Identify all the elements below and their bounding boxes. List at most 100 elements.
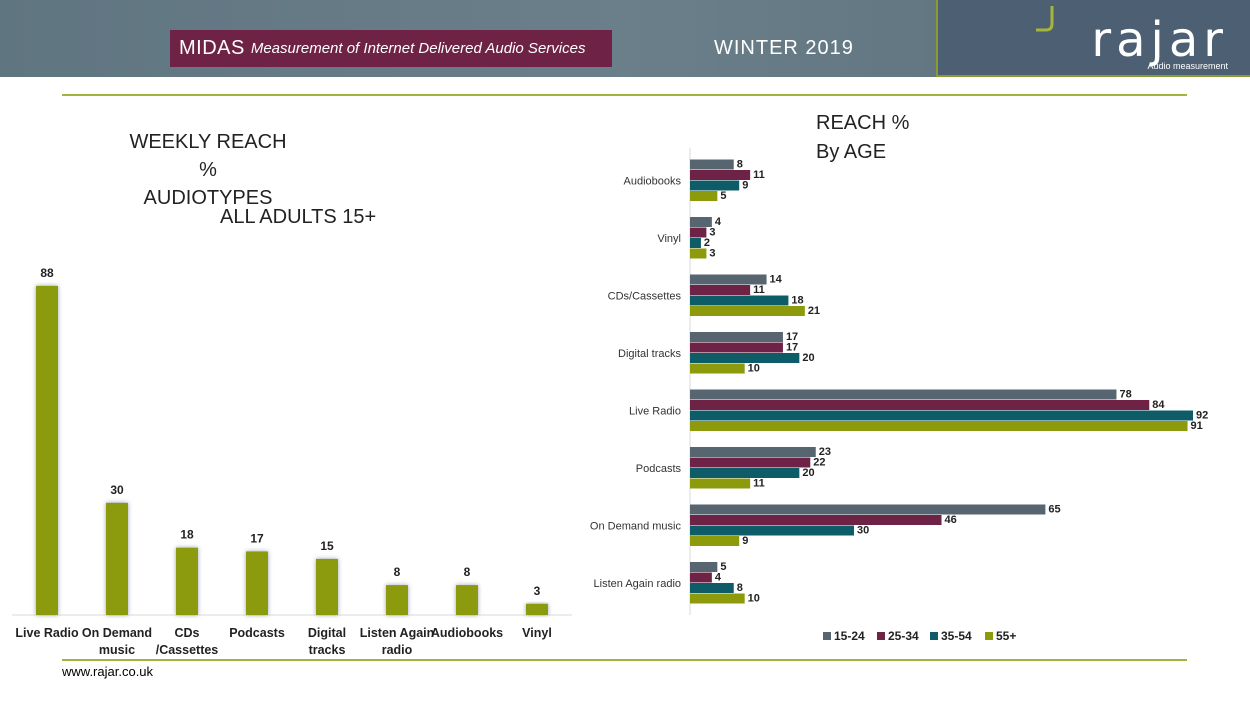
category-label: Live Radio <box>15 626 79 640</box>
age-bar-value: 4 <box>715 572 722 584</box>
bar-value-label: 8 <box>464 565 471 579</box>
bar-value-label: 18 <box>180 528 194 542</box>
bar-vinyl <box>526 603 548 615</box>
top-divider <box>62 94 1187 96</box>
age-bar-value: 92 <box>1196 410 1208 422</box>
age-bar-35-54 <box>690 583 734 593</box>
category-label: CDs <box>174 626 199 640</box>
age-bar-value: 10 <box>748 593 760 605</box>
age-bar-value: 18 <box>791 295 803 307</box>
footer-url[interactable]: www.rajar.co.uk <box>62 664 154 679</box>
bar-cds-cassettes <box>176 547 198 615</box>
age-bar-value: 11 <box>753 169 765 181</box>
bottom-divider <box>62 659 1187 661</box>
age-bar-25-34 <box>690 285 751 295</box>
age-bar-55plus <box>690 536 740 546</box>
right-chart-title-line1: REACH % <box>816 112 910 134</box>
age-bar-25-34 <box>690 227 707 238</box>
age-bar-value: 21 <box>808 305 820 317</box>
age-category-label: CDs/Cassettes <box>608 291 682 303</box>
bar-value-label: 88 <box>40 266 54 280</box>
legend-label: 55+ <box>996 629 1016 643</box>
age-bar-value: 5 <box>720 561 726 573</box>
age-bar-55plus <box>690 191 718 201</box>
age-category-label: Live Radio <box>629 406 681 418</box>
category-label: On Demand <box>82 626 152 640</box>
legend-swatch <box>930 632 938 640</box>
bar-digital-tracks <box>316 558 338 615</box>
right-chart-title: REACH % By AGE <box>816 109 909 167</box>
age-category-label: Podcasts <box>636 463 682 475</box>
category-label: radio <box>382 643 413 657</box>
left-chart-title-line1: WEEKLY REACH % <box>129 131 287 181</box>
category-label: /Cassettes <box>156 643 219 657</box>
age-bar-value: 65 <box>1048 504 1060 516</box>
age-bar-25-34 <box>690 170 751 180</box>
age-bar-15-24 <box>690 562 718 572</box>
bar-listen-again-radio <box>386 585 408 615</box>
logo-subtitle: Audio measurement <box>1147 61 1228 71</box>
age-bar-35-54 <box>690 468 800 478</box>
legend-label: 15-24 <box>834 629 865 643</box>
bar-on-demand-music <box>106 502 128 615</box>
age-bar-value: 5 <box>720 190 726 202</box>
age-bar-value: 9 <box>742 180 748 192</box>
legend-swatch <box>985 632 993 640</box>
age-bar-55plus <box>690 306 805 316</box>
age-bar-25-34 <box>690 400 1150 410</box>
midas-subtitle: Measurement of Internet Delivered Audio … <box>250 40 586 57</box>
age-bar-value: 23 <box>819 446 831 458</box>
category-label: Podcasts <box>229 626 285 640</box>
age-bar-15-24 <box>690 217 712 227</box>
rajar-logo: rajar Audio measurement <box>936 0 1250 77</box>
age-bar-value: 8 <box>737 582 743 594</box>
age-bar-value: 78 <box>1119 389 1131 401</box>
age-bar-35-54 <box>690 295 789 306</box>
age-bar-value: 91 <box>1191 420 1203 432</box>
age-bar-value: 30 <box>857 525 869 537</box>
age-bar-value: 3 <box>709 227 715 239</box>
age-bar-value: 11 <box>753 478 765 490</box>
age-bar-value: 9 <box>742 535 748 547</box>
category-label: Vinyl <box>522 626 552 640</box>
midas-title: MIDAS <box>179 37 245 59</box>
age-bar-25-34 <box>690 515 942 525</box>
age-category-label: On Demand music <box>590 521 682 533</box>
category-label: Digital <box>308 626 346 640</box>
age-bar-value: 22 <box>813 457 825 469</box>
age-bar-value: 8 <box>737 159 743 171</box>
age-bar-55plus <box>690 421 1188 431</box>
left-chart-title-line2: AUDIOTYPES <box>143 187 273 209</box>
legend-label: 35-54 <box>941 629 972 643</box>
age-bar-value: 84 <box>1152 399 1165 411</box>
age-bar-25-34 <box>690 572 712 583</box>
age-bar-15-24 <box>690 447 816 457</box>
age-bar-55plus <box>690 478 751 489</box>
age-category-label: Audiobooks <box>624 176 682 188</box>
age-bar-25-34 <box>690 342 783 353</box>
age-bar-15-24 <box>690 332 783 342</box>
age-bar-25-34 <box>690 457 811 468</box>
age-bar-35-54 <box>690 353 800 363</box>
category-label: Listen Again <box>360 626 435 640</box>
bar-value-label: 15 <box>320 539 334 553</box>
bar-live-radio <box>36 285 58 615</box>
age-bar-15-24 <box>690 159 734 170</box>
age-category-label: Listen Again radio <box>594 578 681 590</box>
reach-by-age-chart: Audiobooks81195Vinyl4323CDs/Cassettes141… <box>590 148 1208 643</box>
age-bar-value: 14 <box>770 274 783 286</box>
age-bar-value: 3 <box>709 248 715 260</box>
category-label: Audiobooks <box>431 626 503 640</box>
age-bar-15-24 <box>690 504 1046 515</box>
left-chart-title: WEEKLY REACH % AUDIOTYPES <box>118 128 298 212</box>
age-bar-value: 2 <box>704 237 710 249</box>
age-bar-value: 17 <box>786 342 798 354</box>
legend-swatch <box>877 632 885 640</box>
age-bar-55plus <box>690 248 707 259</box>
logo-text: rajar <box>1091 12 1228 68</box>
age-category-label: Vinyl <box>657 233 681 245</box>
bar-value-label: 30 <box>110 483 124 497</box>
age-category-label: Digital tracks <box>618 348 681 360</box>
age-bar-15-24 <box>690 389 1117 400</box>
